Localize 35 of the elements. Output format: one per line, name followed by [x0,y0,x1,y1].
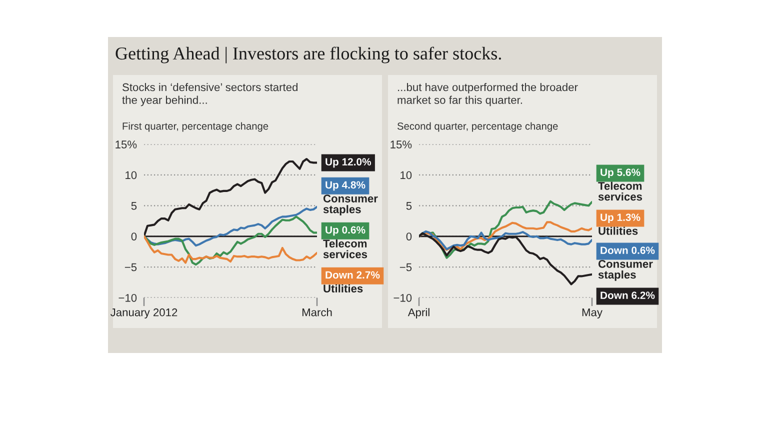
y-tick-label: 0 [406,232,412,240]
data-label: Up 1.3% [600,214,640,224]
y-tick-label: −10 [394,294,412,302]
legend-label: Telecom services [323,239,368,258]
data-label: Down 0.6% [600,246,655,254]
y-tick-label: −10 [118,294,137,302]
y-tick-label: −5 [400,263,412,272]
legend-label: Consumer staples [323,194,378,216]
chart-title: Getting Ahead | Investors are flocking to safer stocks. [116,46,501,64]
y-tick-label: 10 [400,171,412,180]
y-tick-label: 15% [116,140,137,148]
data-label: Down 6.2% [600,292,655,299]
y-tick-label: 0 [131,232,137,240]
legend-label: Telecom services [598,182,642,201]
x-tick-label: May [582,308,602,318]
y-tick-label: 5 [406,202,412,210]
text: Utilities [324,284,363,292]
x-tick-label: March [302,308,332,316]
data-label: Up 5.6% [600,168,640,178]
chart-subtitle: Stocks in ‘defensive’ sectors started the year behind... [122,83,298,106]
data-label: Up 12.0% [326,158,372,168]
data-label: Up 4.8% [326,181,366,191]
y-tick-label: 15% [390,140,412,148]
y-tick-label: 10 [126,171,137,180]
y-tick-label: 5 [131,202,137,210]
y-axis-title: First quarter, percentage change [122,122,268,132]
x-tick-label: April [408,308,430,318]
data-label: Up 0.6% [326,226,366,236]
series-label: Consumer staples [598,260,653,281]
y-axis-title: Second quarter, percentage change [397,122,558,132]
legend-label: Utilities [598,226,638,235]
chart-subtitle: ...but have outperformed the broader market so far this quarter. [398,83,578,106]
x-tick-label: January 2012 [110,308,178,318]
y-tick-label: −5 [124,263,137,272]
data-label: Down 2.7% [326,271,380,279]
